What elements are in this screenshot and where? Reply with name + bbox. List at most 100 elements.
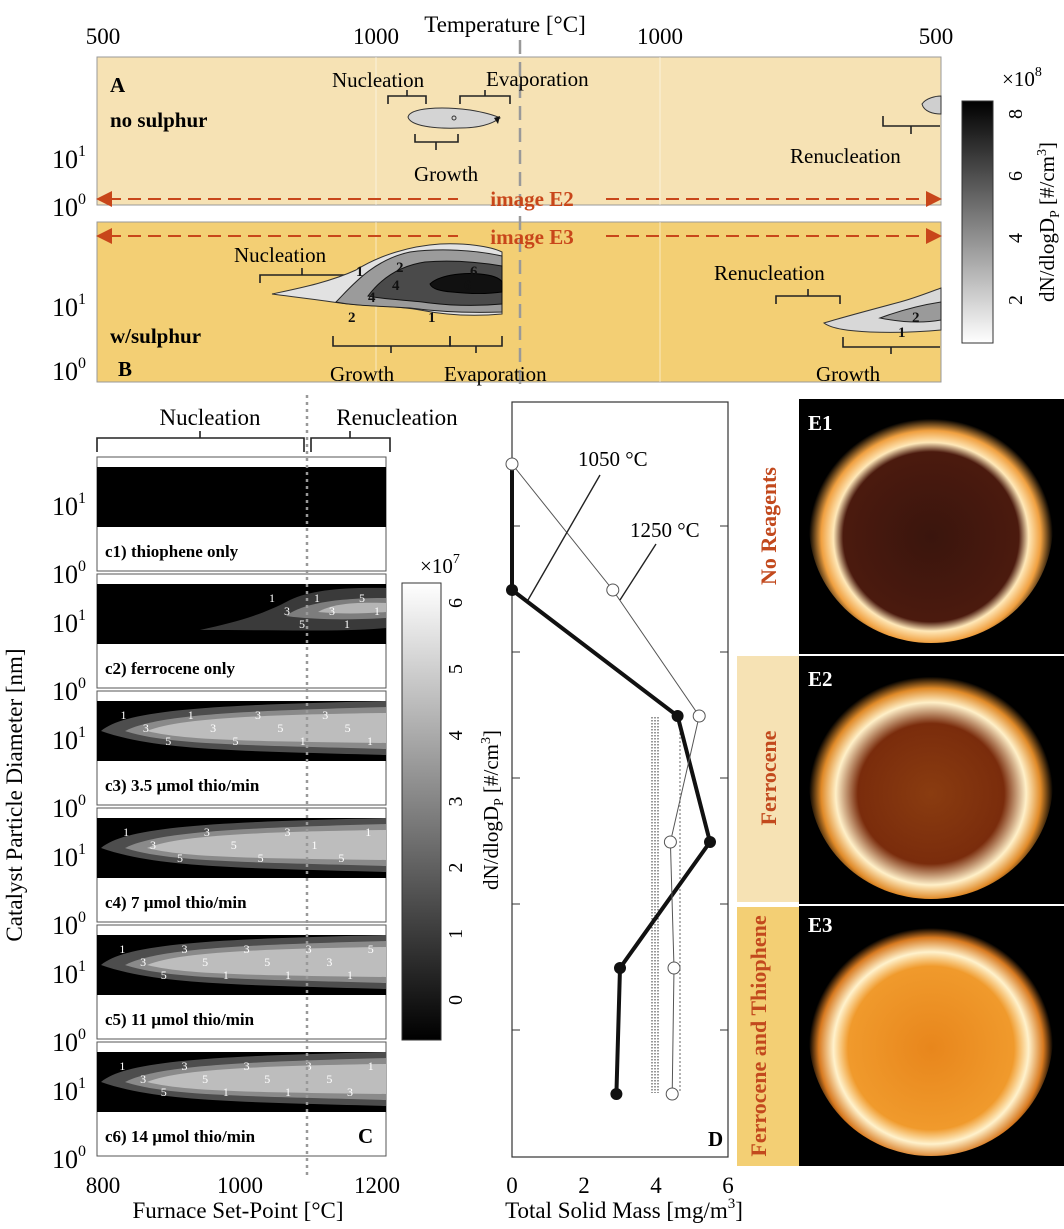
e2-tag: E2 (808, 667, 833, 691)
panel-c-bracket-renucleation (310, 431, 391, 452)
d-xtick-6: 6 (722, 1173, 734, 1198)
cb-tick-5: 5 (445, 664, 467, 674)
contour-label: 1 (347, 968, 353, 982)
contour-label: 5 (277, 721, 283, 735)
e3-tag: E3 (808, 913, 833, 937)
d-point-1250 (505, 457, 519, 471)
contour-label: 3 (322, 708, 328, 722)
contour-label: 3 (150, 838, 156, 852)
contour-label: 1 (119, 942, 125, 956)
panel-c-colorbar-multiplier: ×107 (420, 552, 460, 578)
e3-side-label: Ferrocene and Thiophene (746, 915, 771, 1156)
panel-c-xlabel: Furnace Set-Point [°C] (132, 1198, 343, 1223)
panel-c-colorbar (401, 582, 442, 1041)
top-cb-tick-2: 2 (1005, 295, 1027, 305)
panel-c-xtick-800: 800 (86, 1173, 121, 1198)
contour-label: 5 (161, 1085, 167, 1099)
top-cb-tick-4: 4 (1005, 233, 1027, 243)
e3-ring (809, 916, 1053, 1156)
panel-a-letter: A (110, 73, 126, 97)
ytick-10-1: 101 (52, 724, 86, 755)
panel-c-region-nucleation: Nucleation (160, 405, 261, 430)
panel-a-brackets (387, 90, 940, 150)
d-xtick-0: 0 (506, 1173, 518, 1198)
contour-label: 3 (285, 825, 291, 839)
contour-label: 5 (233, 734, 239, 748)
e2-ring (809, 665, 1053, 899)
cb-tick-1: 1 (445, 929, 467, 939)
top-axis-title: Temperature [°C] (424, 12, 585, 37)
e1-side-label: No Reagents (756, 467, 781, 585)
cb-tick-2: 2 (445, 863, 467, 873)
cb-tick-3: 3 (445, 797, 467, 807)
panel-c-xtick-1200: 1200 (354, 1173, 400, 1198)
contour-label: 3 (244, 1059, 250, 1073)
panel-b-letter: B (118, 357, 132, 381)
panel-c-ylabel: Catalyst Particle Diameter [nm] (2, 648, 27, 941)
ytick-10-0: 100 (52, 558, 86, 589)
contour-level-5 (147, 947, 386, 977)
contour-label: 1 (344, 617, 350, 631)
panel-a-contour-dot (451, 115, 457, 121)
contour-band (97, 467, 386, 527)
contour-label: 3 (284, 604, 290, 618)
contour-label: 5 (299, 617, 305, 631)
ytick-10-0: 100 (52, 792, 86, 823)
ytick-10-1: 101 (52, 607, 86, 638)
panel-a-contour-blob (407, 107, 501, 129)
contour-label: 3 (210, 721, 216, 735)
panel-b-clabel-7: 6 (470, 264, 478, 280)
image-e2-arrow (96, 191, 942, 207)
subplot-label: c3) 3.5 µmol thio/min (105, 776, 260, 795)
contour-label: 3 (326, 955, 332, 969)
panel-b-renuc-inner (878, 301, 942, 323)
e3-label-bg (737, 907, 799, 1166)
panel-b-renucleation: Renucleation (714, 261, 825, 285)
subplot-c1: c1) thiophene only 101 100 (52, 456, 387, 589)
image-e2-label: image E2 (490, 187, 573, 211)
panel-a-ytick-10-1: 101 (52, 143, 86, 174)
panel-c-region-renucleation: Renucleation (336, 405, 458, 430)
contour-label: 1 (123, 825, 129, 839)
d-point-1250 (665, 1087, 679, 1101)
contour-level-5 (147, 830, 386, 860)
contour-level-1 (200, 587, 386, 631)
d-point-1050 (614, 962, 626, 974)
top-tick-1: 500 (86, 24, 121, 49)
contour-label: 5 (338, 851, 344, 865)
ytick-10-1: 101 (52, 1075, 86, 1106)
panel-b-clabel-8: 2 (912, 310, 920, 326)
panel-a-contour-tip (494, 116, 500, 124)
panel-c-letter: C (358, 1124, 373, 1148)
contour-label: 1 (368, 1059, 374, 1073)
ytick-10-0: 100 (52, 909, 86, 940)
top-colorbar-label: dN/dlogDP [#/cm3] (1035, 142, 1063, 302)
ytick-10-0: 100 (52, 675, 86, 706)
contour-label: 1 (367, 734, 373, 748)
contour-label: 5 (345, 721, 351, 735)
contour-label: 1 (119, 1059, 125, 1073)
d-point-1250 (663, 835, 677, 849)
d-point-1050 (506, 584, 518, 596)
d-point-1250 (606, 583, 620, 597)
panel-a-nucleation: Nucleation (332, 68, 425, 92)
contour-label: 1 (285, 968, 291, 982)
contour-label: 1 (285, 1085, 291, 1099)
contour-label: 5 (258, 851, 264, 865)
top-cb-tick-6: 6 (1005, 171, 1027, 181)
d-point-1050 (671, 710, 684, 722)
contour-label: 5 (359, 591, 365, 605)
panel-b-condition: w/sulphur (110, 324, 201, 348)
contour-label: 3 (306, 942, 312, 956)
panel-b-evaporation: Evaporation (444, 362, 547, 386)
panel-c-colorbar-ticks: 0 1 2 3 4 5 6 (445, 598, 467, 1005)
top-colorbar (961, 100, 994, 344)
d-series-1050 (510, 464, 713, 1095)
top-cb-tick-8: 8 (1005, 109, 1027, 119)
panel-b-clabel-3: 4 (368, 290, 376, 306)
subplot-label: c1) thiophene only (105, 542, 239, 561)
contour-label: 5 (177, 851, 183, 865)
